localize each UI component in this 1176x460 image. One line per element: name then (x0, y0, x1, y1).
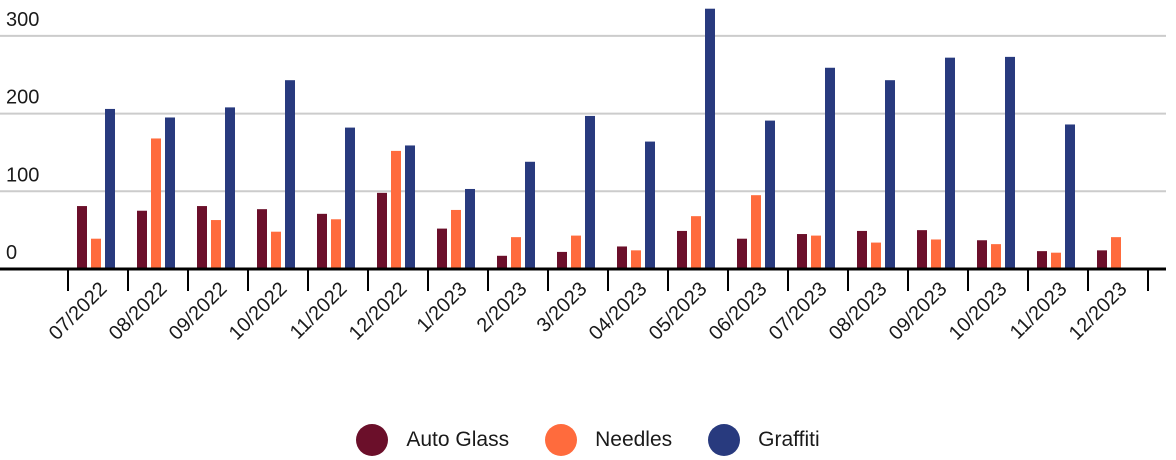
bar-graffiti-1 (105, 108, 115, 269)
x-tick-label-3: 09/2022 (165, 278, 232, 345)
legend-swatch-auto-glass (356, 424, 389, 456)
bar-needles-16 (991, 244, 1001, 269)
y-tick-label-300: 300 (6, 9, 39, 31)
bar-graffiti-13 (825, 67, 835, 269)
x-tick-label-4: 10/2022 (225, 278, 292, 345)
y-tick-label-200: 200 (6, 87, 39, 109)
legend-swatch-graffiti (708, 424, 741, 456)
bar-auto-glass-16 (977, 240, 987, 269)
x-tick-label-10: 04/2023 (585, 278, 652, 345)
x-tick-label-2: 08/2022 (105, 278, 172, 345)
bar-auto-glass-8 (497, 255, 507, 269)
bar-auto-glass-3 (197, 206, 207, 269)
bar-needles-8 (511, 237, 521, 269)
bar-needles-18 (1111, 237, 1121, 269)
x-tick-label-1: 07/2022 (45, 278, 112, 345)
bar-auto-glass-13 (797, 234, 807, 269)
x-tick-label-5: 11/2022 (286, 278, 352, 344)
grid-lines (0, 34, 1166, 193)
x-tick-label-16: 10/2023 (945, 278, 1012, 345)
legend-item-auto-glass: Auto Glass (356, 424, 509, 456)
bar-needles-7 (451, 209, 461, 269)
legend-label-graffiti: Graffiti (758, 428, 820, 451)
bar-graffiti-7 (465, 188, 475, 269)
bar-graffiti-17 (1065, 124, 1075, 269)
bar-graffiti-12 (765, 120, 775, 269)
bar-needles-13 (811, 235, 821, 269)
legend-item-graffiti: Graffiti (708, 424, 820, 456)
bar-graffiti-16 (1005, 56, 1015, 270)
bar-graffiti-9 (585, 115, 595, 269)
bar-graffiti-10 (645, 141, 655, 269)
bar-graffiti-8 (525, 161, 535, 269)
bar-auto-glass-6 (377, 192, 387, 269)
bar-needles-5 (331, 219, 341, 269)
bar-graffiti-2 (165, 117, 175, 269)
x-tick-label-17: 11/2023 (1006, 278, 1072, 344)
bar-needles-2 (151, 138, 161, 269)
x-tick-label-8: 2/2023 (473, 278, 532, 337)
legend-swatch-needles (545, 424, 578, 456)
bar-graffiti-5 (345, 127, 355, 269)
bar-auto-glass-11 (677, 230, 687, 269)
bars (77, 8, 1121, 270)
bar-needles-9 (571, 235, 581, 269)
legend-item-needles: Needles (545, 424, 672, 456)
bar-auto-glass-14 (857, 230, 867, 269)
legend-label-auto-glass: Auto Glass (406, 428, 510, 451)
x-tick-label-7: 1/2023 (413, 278, 472, 337)
y-axis-ticks: 0 100 200 300 (6, 9, 39, 264)
bar-needles-15 (931, 239, 941, 269)
x-tick-label-12: 06/2023 (705, 278, 772, 345)
bar-auto-glass-10 (617, 246, 627, 269)
x-tick-label-9: 3/2023 (533, 278, 592, 337)
x-tick-label-13: 07/2023 (765, 278, 832, 345)
x-tick-label-15: 09/2023 (885, 278, 952, 345)
bar-auto-glass-18 (1097, 250, 1107, 269)
bar-graffiti-3 (225, 107, 235, 269)
bar-needles-12 (751, 195, 761, 269)
bar-needles-10 (631, 250, 641, 269)
bar-auto-glass-5 (317, 213, 327, 269)
y-tick-label-0: 0 (6, 242, 17, 264)
bar-graffiti-14 (885, 80, 895, 270)
bar-graffiti-15 (945, 57, 955, 269)
x-tick-label-6: 12/2022 (345, 278, 412, 345)
bar-graffiti-4 (285, 80, 295, 270)
bar-auto-glass-9 (557, 251, 567, 269)
x-axis (0, 267, 1166, 291)
bar-needles-4 (271, 231, 281, 269)
legend: Auto Glass Needles Graffiti (0, 420, 1176, 460)
bar-auto-glass-15 (917, 230, 927, 269)
bar-needles-11 (691, 216, 701, 269)
bar-graffiti-6 (405, 145, 415, 269)
bar-auto-glass-1 (77, 206, 87, 269)
bar-needles-6 (391, 150, 401, 269)
bar-graffiti-11 (705, 8, 715, 270)
bar-needles-17 (1051, 252, 1061, 269)
y-tick-label-100: 100 (6, 164, 39, 186)
x-tick-label-18: 12/2023 (1065, 278, 1132, 345)
bar-auto-glass-2 (137, 210, 147, 269)
bar-auto-glass-12 (737, 238, 747, 269)
bar-needles-3 (211, 220, 221, 269)
bar-auto-glass-4 (257, 209, 267, 269)
bar-needles-14 (871, 242, 881, 269)
x-tick-label-14: 08/2023 (825, 278, 892, 345)
bar-auto-glass-7 (437, 228, 447, 269)
x-tick-label-11: 05/2023 (645, 278, 712, 345)
bar-auto-glass-17 (1037, 251, 1047, 269)
legend-label-needles: Needles (595, 428, 673, 451)
bar-needles-1 (91, 238, 101, 269)
